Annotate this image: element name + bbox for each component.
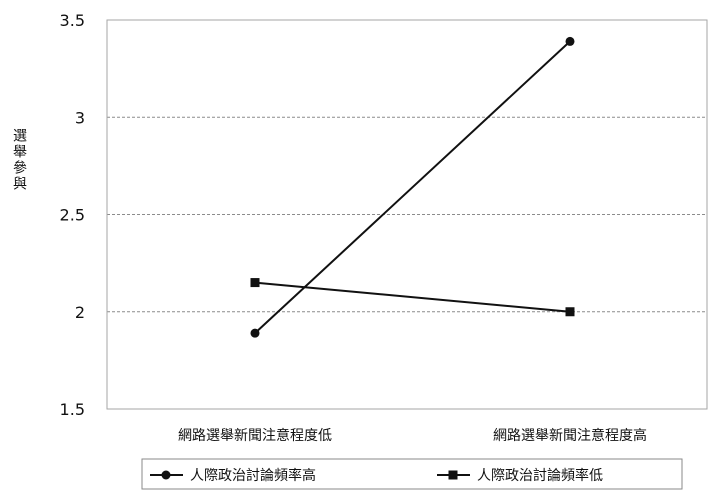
- y-axis-ticks: 1.5 2 2.5 3 3.5: [60, 11, 85, 419]
- y-tick-label: 3: [75, 108, 85, 127]
- legend-entry: 人際政治討論頻率低: [437, 467, 603, 484]
- data-point: [565, 307, 575, 317]
- legend-label: 人際政治討論頻率低: [477, 467, 603, 484]
- legend-entry: 人際政治討論頻率高: [150, 467, 316, 484]
- x-axis-ticks: 網路選舉新聞注意程度低 網路選舉新聞注意程度高: [178, 427, 647, 444]
- legend-box: [141, 458, 683, 490]
- plot-area: [106, 19, 708, 410]
- y-tick-label: 2: [75, 303, 85, 322]
- data-point: [161, 470, 171, 480]
- series: [250, 36, 575, 338]
- legend-label: 人際政治討論頻率高: [190, 467, 316, 484]
- data-point: [448, 470, 458, 480]
- series-line: [254, 281, 571, 313]
- series: [250, 278, 575, 317]
- y-axis-label: 選舉參與: [11, 128, 27, 192]
- y-tick-label: 2.5: [60, 206, 85, 225]
- data-point: [565, 36, 575, 46]
- y-tick-label: 3.5: [60, 11, 85, 30]
- x-tick-label: 網路選舉新聞注意程度低: [178, 427, 332, 444]
- y-tick-label: 1.5: [60, 400, 85, 419]
- series-group: [250, 36, 575, 338]
- gridlines: [107, 116, 707, 313]
- series-line: [254, 40, 571, 334]
- data-point: [250, 278, 260, 288]
- legend: 人際政治討論頻率高 人際政治討論頻率低: [150, 467, 603, 484]
- data-point: [250, 328, 260, 338]
- x-tick-label: 網路選舉新聞注意程度高: [493, 427, 647, 444]
